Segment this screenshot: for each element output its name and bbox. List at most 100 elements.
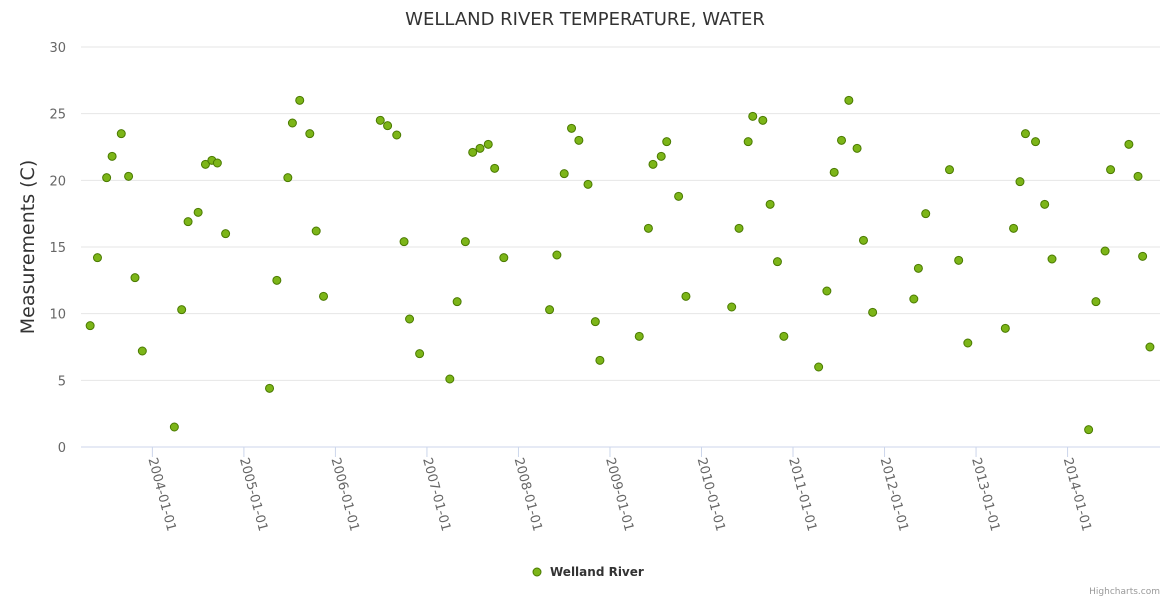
- data-point[interactable]: [137, 346, 147, 356]
- data-point[interactable]: [415, 349, 425, 359]
- data-point[interactable]: [1047, 254, 1057, 264]
- data-point[interactable]: [265, 383, 275, 393]
- x-tick-label: 2004-01-01: [145, 456, 179, 533]
- data-point[interactable]: [169, 422, 179, 432]
- data-point[interactable]: [92, 253, 102, 263]
- data-point[interactable]: [221, 229, 231, 239]
- data-point[interactable]: [392, 130, 402, 140]
- data-point[interactable]: [383, 121, 393, 131]
- data-point[interactable]: [283, 173, 293, 183]
- data-point[interactable]: [814, 362, 824, 372]
- data-point[interactable]: [319, 291, 329, 301]
- data-point[interactable]: [590, 317, 600, 327]
- y-tick-label: 25: [49, 108, 66, 123]
- y-tick-label: 10: [49, 308, 66, 323]
- data-point[interactable]: [1084, 425, 1094, 435]
- data-point[interactable]: [743, 137, 753, 147]
- data-point[interactable]: [954, 255, 964, 265]
- data-point[interactable]: [375, 115, 385, 125]
- data-point[interactable]: [829, 167, 839, 177]
- data-point[interactable]: [1106, 165, 1116, 175]
- data-point[interactable]: [963, 338, 973, 348]
- data-point[interactable]: [85, 321, 95, 331]
- data-point[interactable]: [475, 143, 485, 153]
- data-point[interactable]: [858, 235, 868, 245]
- data-point[interactable]: [499, 253, 509, 263]
- data-point[interactable]: [483, 139, 493, 149]
- data-point[interactable]: [1009, 223, 1019, 233]
- data-point[interactable]: [177, 305, 187, 315]
- data-point[interactable]: [583, 179, 593, 189]
- data-point[interactable]: [490, 163, 500, 173]
- data-point[interactable]: [748, 111, 758, 121]
- data-point[interactable]: [295, 95, 305, 105]
- data-point[interactable]: [765, 199, 775, 209]
- data-point[interactable]: [124, 171, 134, 181]
- data-point[interactable]: [405, 314, 415, 324]
- data-point[interactable]: [552, 250, 562, 260]
- data-point[interactable]: [183, 217, 193, 227]
- data-point[interactable]: [681, 291, 691, 301]
- data-point[interactable]: [452, 297, 462, 307]
- data-point[interactable]: [399, 237, 409, 247]
- data-point[interactable]: [648, 159, 658, 169]
- data-point[interactable]: [102, 173, 112, 183]
- data-point[interactable]: [1000, 323, 1010, 333]
- data-point[interactable]: [130, 273, 140, 283]
- data-point[interactable]: [758, 115, 768, 125]
- data-point[interactable]: [272, 275, 282, 285]
- data-point[interactable]: [734, 223, 744, 233]
- data-point[interactable]: [1040, 199, 1050, 209]
- data-point[interactable]: [1091, 297, 1101, 307]
- data-point[interactable]: [468, 147, 478, 157]
- data-point[interactable]: [212, 158, 222, 168]
- x-tick-label: 2005-01-01: [236, 456, 270, 533]
- data-point[interactable]: [913, 263, 923, 273]
- credits-link[interactable]: Highcharts.com: [1089, 587, 1160, 597]
- data-point[interactable]: [822, 286, 832, 296]
- data-point[interactable]: [1138, 251, 1148, 261]
- y-tick-label: 5: [58, 374, 66, 389]
- data-point[interactable]: [634, 331, 644, 341]
- data-point[interactable]: [574, 135, 584, 145]
- data-point[interactable]: [1031, 137, 1041, 147]
- data-point[interactable]: [1124, 139, 1134, 149]
- data-point[interactable]: [662, 137, 672, 147]
- data-point[interactable]: [727, 302, 737, 312]
- legend-marker: [532, 567, 542, 577]
- y-tick-label: 20: [49, 174, 66, 189]
- data-point[interactable]: [1133, 171, 1143, 181]
- data-point[interactable]: [643, 223, 653, 233]
- data-point[interactable]: [460, 237, 470, 247]
- data-point[interactable]: [193, 207, 203, 217]
- data-point[interactable]: [844, 95, 854, 105]
- data-point[interactable]: [595, 355, 605, 365]
- data-point[interactable]: [772, 257, 782, 267]
- data-point[interactable]: [909, 294, 919, 304]
- data-point[interactable]: [445, 374, 455, 384]
- data-point[interactable]: [545, 305, 555, 315]
- data-point[interactable]: [868, 307, 878, 317]
- data-point[interactable]: [287, 118, 297, 128]
- data-point[interactable]: [852, 143, 862, 153]
- data-point[interactable]: [945, 165, 955, 175]
- chart-title: WELLAND RIVER TEMPERATURE, WATER: [405, 9, 765, 30]
- data-point[interactable]: [311, 226, 321, 236]
- data-point[interactable]: [1020, 129, 1030, 139]
- data-point[interactable]: [107, 151, 117, 161]
- data-point[interactable]: [837, 135, 847, 145]
- legend-item[interactable]: Welland River: [532, 565, 644, 579]
- data-point[interactable]: [305, 129, 315, 139]
- data-point[interactable]: [921, 209, 931, 219]
- data-point[interactable]: [674, 191, 684, 201]
- data-point[interactable]: [1015, 177, 1025, 187]
- data-point[interactable]: [1145, 342, 1155, 352]
- data-point[interactable]: [1100, 246, 1110, 256]
- data-point[interactable]: [559, 169, 569, 179]
- data-point[interactable]: [200, 159, 210, 169]
- data-point[interactable]: [656, 151, 666, 161]
- data-point[interactable]: [779, 331, 789, 341]
- data-point[interactable]: [567, 123, 577, 133]
- data-point[interactable]: [116, 129, 126, 139]
